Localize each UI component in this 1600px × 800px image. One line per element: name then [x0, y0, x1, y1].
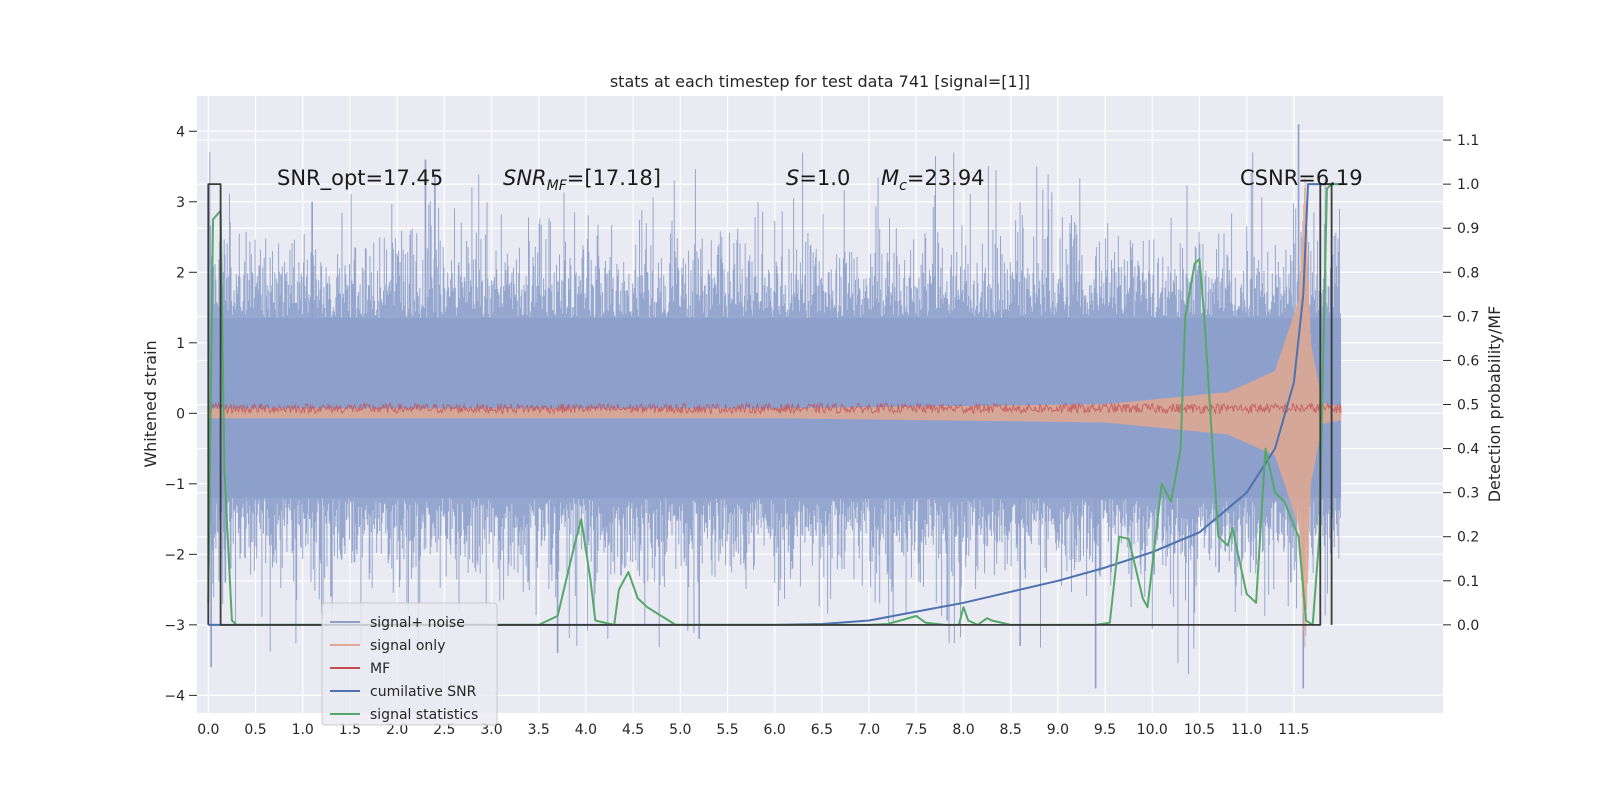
- x-tick-label: 0.5: [244, 722, 266, 738]
- y-axis-label: Whitened strain: [141, 340, 160, 467]
- x-tick-label: 5.0: [669, 722, 691, 738]
- y-right-tick-label: 0.4: [1457, 442, 1479, 458]
- x-tick-label: 7.0: [858, 722, 880, 738]
- right-axis-lines: [207, 183, 1342, 626]
- x-tick-label: 1.0: [292, 722, 314, 738]
- x-tick-label: 6.5: [811, 722, 833, 738]
- y-tick-label: −1: [164, 477, 185, 493]
- mc-tail: =23.94: [907, 166, 985, 190]
- mc-base: M: [881, 166, 899, 190]
- signal-statistics-line: [207, 183, 1342, 626]
- snr-mf-tail: =[17.18]: [567, 166, 661, 190]
- x-tick-label: 2.0: [386, 722, 408, 738]
- legend-label: MF: [370, 661, 390, 677]
- s-annotation: S=1.0: [786, 166, 850, 190]
- legend-label: signal only: [370, 638, 445, 654]
- prediction-step-line: [207, 183, 1333, 626]
- snr-opt-annotation: SNR_opt=17.45: [277, 166, 443, 191]
- mf-series: [207, 401, 1342, 416]
- y-right-tick-label: 0.1: [1457, 574, 1479, 590]
- legend: signal+ noise signal only MF cumilative SNR…: [321, 602, 498, 726]
- x-tick-label: 10.5: [1184, 722, 1215, 738]
- y-axis-right-label: Detection probability/MF: [1485, 306, 1504, 503]
- y-right-tick-label: 0.9: [1457, 221, 1479, 237]
- x-tick-label: 4.0: [575, 722, 597, 738]
- x-tick-label: 3.5: [528, 722, 550, 738]
- s-var: S: [786, 166, 799, 190]
- y-tick-label: 1: [176, 336, 185, 352]
- x-tick-label: 11.0: [1231, 722, 1262, 738]
- y-tick-label: −2: [164, 547, 185, 563]
- x-tick-label: 11.5: [1278, 722, 1309, 738]
- y-right-tick-label: 0.6: [1457, 353, 1479, 369]
- x-tick-label: 9.5: [1094, 722, 1116, 738]
- y-right-tick-label: 0.3: [1457, 486, 1479, 502]
- y-tick-label: −3: [164, 618, 185, 634]
- legend-box: [321, 602, 498, 726]
- snr-mf-sub: MF: [547, 178, 568, 194]
- y-tick-label: 3: [176, 195, 185, 211]
- legend-label: cumilative SNR: [370, 684, 477, 700]
- signal-only-line: [207, 177, 1342, 648]
- snr-mf-annotation: SNRMF=[17.18]: [503, 166, 661, 194]
- x-tick-label: 5.5: [716, 722, 738, 738]
- chart-title: stats at each timestep for test data 741…: [610, 72, 1030, 91]
- x-tick-label: 8.0: [952, 722, 974, 738]
- y-tick-label: 4: [176, 124, 185, 140]
- y-right-tick-label: 0.7: [1457, 309, 1479, 325]
- mf-line: [207, 401, 1342, 416]
- x-tick-label: 0.0: [197, 722, 219, 738]
- signal-only-series: [207, 177, 1342, 648]
- csnr-annotation: CSNR=6.19: [1240, 166, 1363, 190]
- axis-ticks: 0.0 0.5 1.0 1.5 2.0 2.5 3.0 3.5 4.0 4.5 5.0 5.5 6.0 6…: [164, 124, 1479, 738]
- y-tick-label: −4: [164, 688, 185, 704]
- y-tick-label: 0: [176, 406, 185, 422]
- x-tick-label: 9.0: [1047, 722, 1069, 738]
- x-tick-label: 2.5: [433, 722, 455, 738]
- y-right-tick-label: 1.0: [1457, 177, 1479, 193]
- mc-annotation: Mc=23.94: [881, 166, 985, 194]
- annotations: SNR_opt=17.45 SNRMF=[17.18] S=1.0 Mc=23.…: [277, 166, 1363, 194]
- y-right-tick-label: 0.8: [1457, 265, 1479, 281]
- legend-label: signal statistics: [370, 707, 478, 723]
- snr-mf-base: SNR: [503, 166, 547, 190]
- x-tick-label: 3.0: [480, 722, 502, 738]
- x-tick-label: 7.5: [905, 722, 927, 738]
- y-right-tick-label: 0.2: [1457, 530, 1479, 546]
- x-tick-label: 1.5: [339, 722, 361, 738]
- y-tick-label: 2: [176, 265, 185, 281]
- y-right-tick-label: 0.5: [1457, 398, 1479, 414]
- y-right-tick-label: 1.1: [1457, 133, 1479, 149]
- s-tail: =1.0: [799, 166, 850, 190]
- x-tick-label: 6.0: [764, 722, 786, 738]
- x-tick-label: 4.5: [622, 722, 644, 738]
- mc-sub: c: [899, 178, 907, 194]
- y-right-tick-label: 0.0: [1457, 618, 1479, 634]
- x-tick-label: 8.5: [1000, 722, 1022, 738]
- cumilative-snr-line: [208, 183, 1342, 626]
- x-tick-label: 10.0: [1137, 722, 1168, 738]
- legend-label: signal+ noise: [370, 615, 465, 631]
